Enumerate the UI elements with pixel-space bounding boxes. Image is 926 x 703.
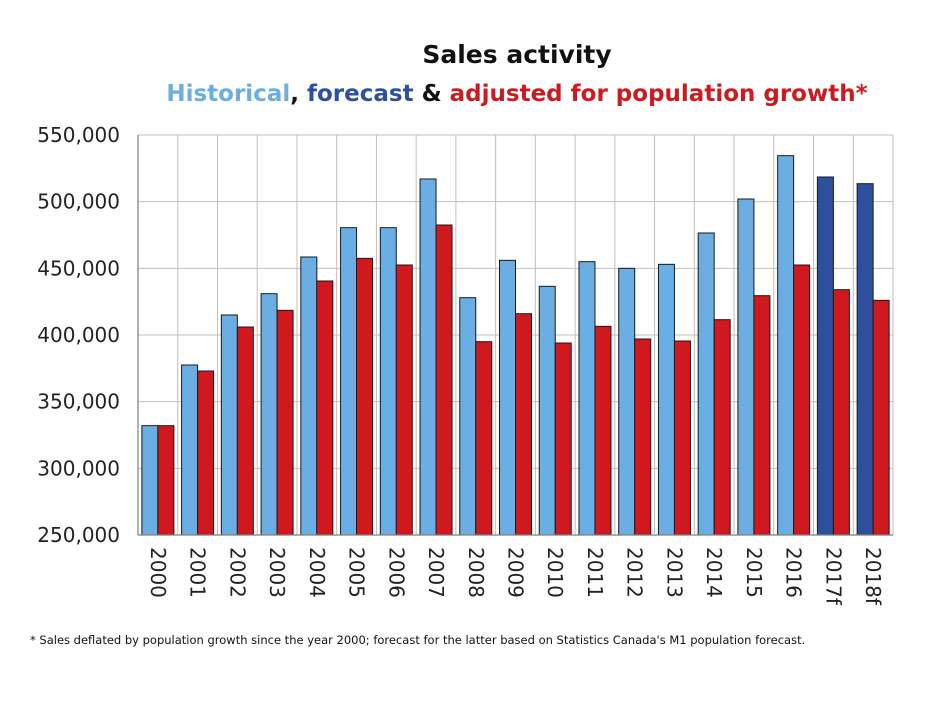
bar-historical	[578, 261, 596, 536]
bar-adjusted	[435, 224, 453, 536]
bar-adjusted	[316, 280, 334, 536]
subtitle-adjusted: adjusted for population growth*	[450, 81, 868, 107]
x-tick-label: 2014	[702, 547, 726, 598]
bar-historical	[459, 297, 477, 536]
bar-historical	[220, 314, 238, 536]
bar-forecast	[856, 183, 874, 536]
x-tick-label: 2009	[504, 547, 528, 598]
x-tick-label: 2011	[583, 547, 607, 598]
bar-historical	[379, 227, 397, 536]
bar-adjusted	[554, 342, 572, 536]
bar-adjusted	[395, 264, 413, 536]
y-tick-label: 350,000	[37, 390, 120, 414]
bar-forecast	[816, 176, 834, 536]
x-tick-label: 2005	[345, 547, 369, 598]
y-tick-label: 300,000	[37, 456, 120, 480]
plot-area: 250,000 300,000 350,000 400,000 450,000 500,0…	[37, 123, 894, 606]
y-tick-label: 450,000	[37, 256, 120, 280]
x-tick-label: 2015	[742, 547, 766, 598]
bar-historical	[657, 263, 675, 536]
x-tick-label: 2000	[146, 547, 170, 598]
x-tick-label: 2008	[464, 547, 488, 598]
bar-historical	[340, 227, 358, 536]
bar-adjusted	[594, 325, 612, 536]
x-tick-label: 2001	[186, 547, 210, 598]
bar-adjusted	[872, 299, 890, 536]
bar-historical	[419, 178, 437, 536]
bar-historical	[697, 232, 715, 536]
y-tick-label: 550,000	[37, 123, 120, 147]
bar-adjusted	[673, 340, 691, 536]
subtitle-historical: Historical	[166, 81, 290, 107]
bar-historical	[618, 267, 636, 536]
chart-footnote: * Sales deflated by population growth si…	[30, 633, 805, 647]
bar-adjusted	[276, 309, 294, 536]
x-tick-label: 2007	[424, 547, 448, 598]
bar-adjusted	[356, 257, 374, 536]
bar-adjusted	[793, 264, 811, 536]
x-tick-label: 2004	[305, 547, 329, 598]
chart-subtitle: Historical, forecast & adjusted for popu…	[166, 81, 867, 107]
bar-adjusted	[634, 338, 652, 536]
bar-adjusted	[832, 289, 850, 536]
bar-adjusted	[157, 425, 175, 536]
bar-adjusted	[753, 295, 771, 536]
x-tick-label: 2018f	[861, 547, 885, 606]
bar-adjusted	[475, 341, 493, 536]
y-tick-label: 500,000	[37, 190, 120, 214]
x-tick-label: 2016	[782, 547, 806, 598]
subtitle-sep-comma: ,	[290, 81, 307, 107]
x-tick-label: 2002	[225, 547, 249, 598]
x-tick-label: 2010	[543, 547, 567, 598]
bar-historical	[737, 198, 755, 536]
bar-adjusted	[515, 313, 532, 536]
x-tick-label: 2013	[662, 547, 686, 598]
bar-historical	[181, 364, 199, 536]
bar-adjusted	[197, 370, 215, 536]
subtitle-forecast: forecast	[307, 81, 414, 107]
bar-historical	[300, 256, 318, 536]
bar-historical	[499, 259, 516, 536]
x-tick-label: 2017f	[821, 547, 845, 606]
bar-historical	[777, 155, 795, 536]
bar-adjusted	[713, 319, 731, 536]
x-tick-label: 2003	[265, 547, 289, 598]
y-tick-label: 250,000	[37, 523, 120, 547]
subtitle-sep-ampersand: &	[414, 81, 450, 107]
bar-adjusted	[236, 326, 254, 536]
y-tick-label: 400,000	[37, 323, 120, 347]
bar-historical	[538, 285, 556, 536]
bar-historical	[141, 425, 159, 536]
bar-historical	[260, 293, 278, 536]
x-tick-label: 2012	[623, 547, 647, 598]
x-tick-label: 2006	[384, 547, 408, 598]
chart-title: Sales activity	[422, 40, 611, 69]
